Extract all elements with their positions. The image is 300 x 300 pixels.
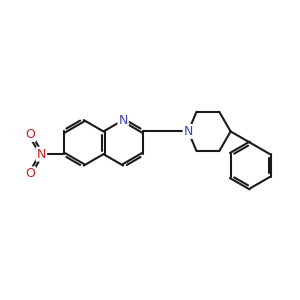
Text: O: O — [25, 128, 35, 141]
Text: N: N — [37, 148, 46, 161]
Text: O: O — [25, 167, 35, 180]
Text: N: N — [118, 114, 128, 127]
Text: N: N — [184, 125, 193, 138]
